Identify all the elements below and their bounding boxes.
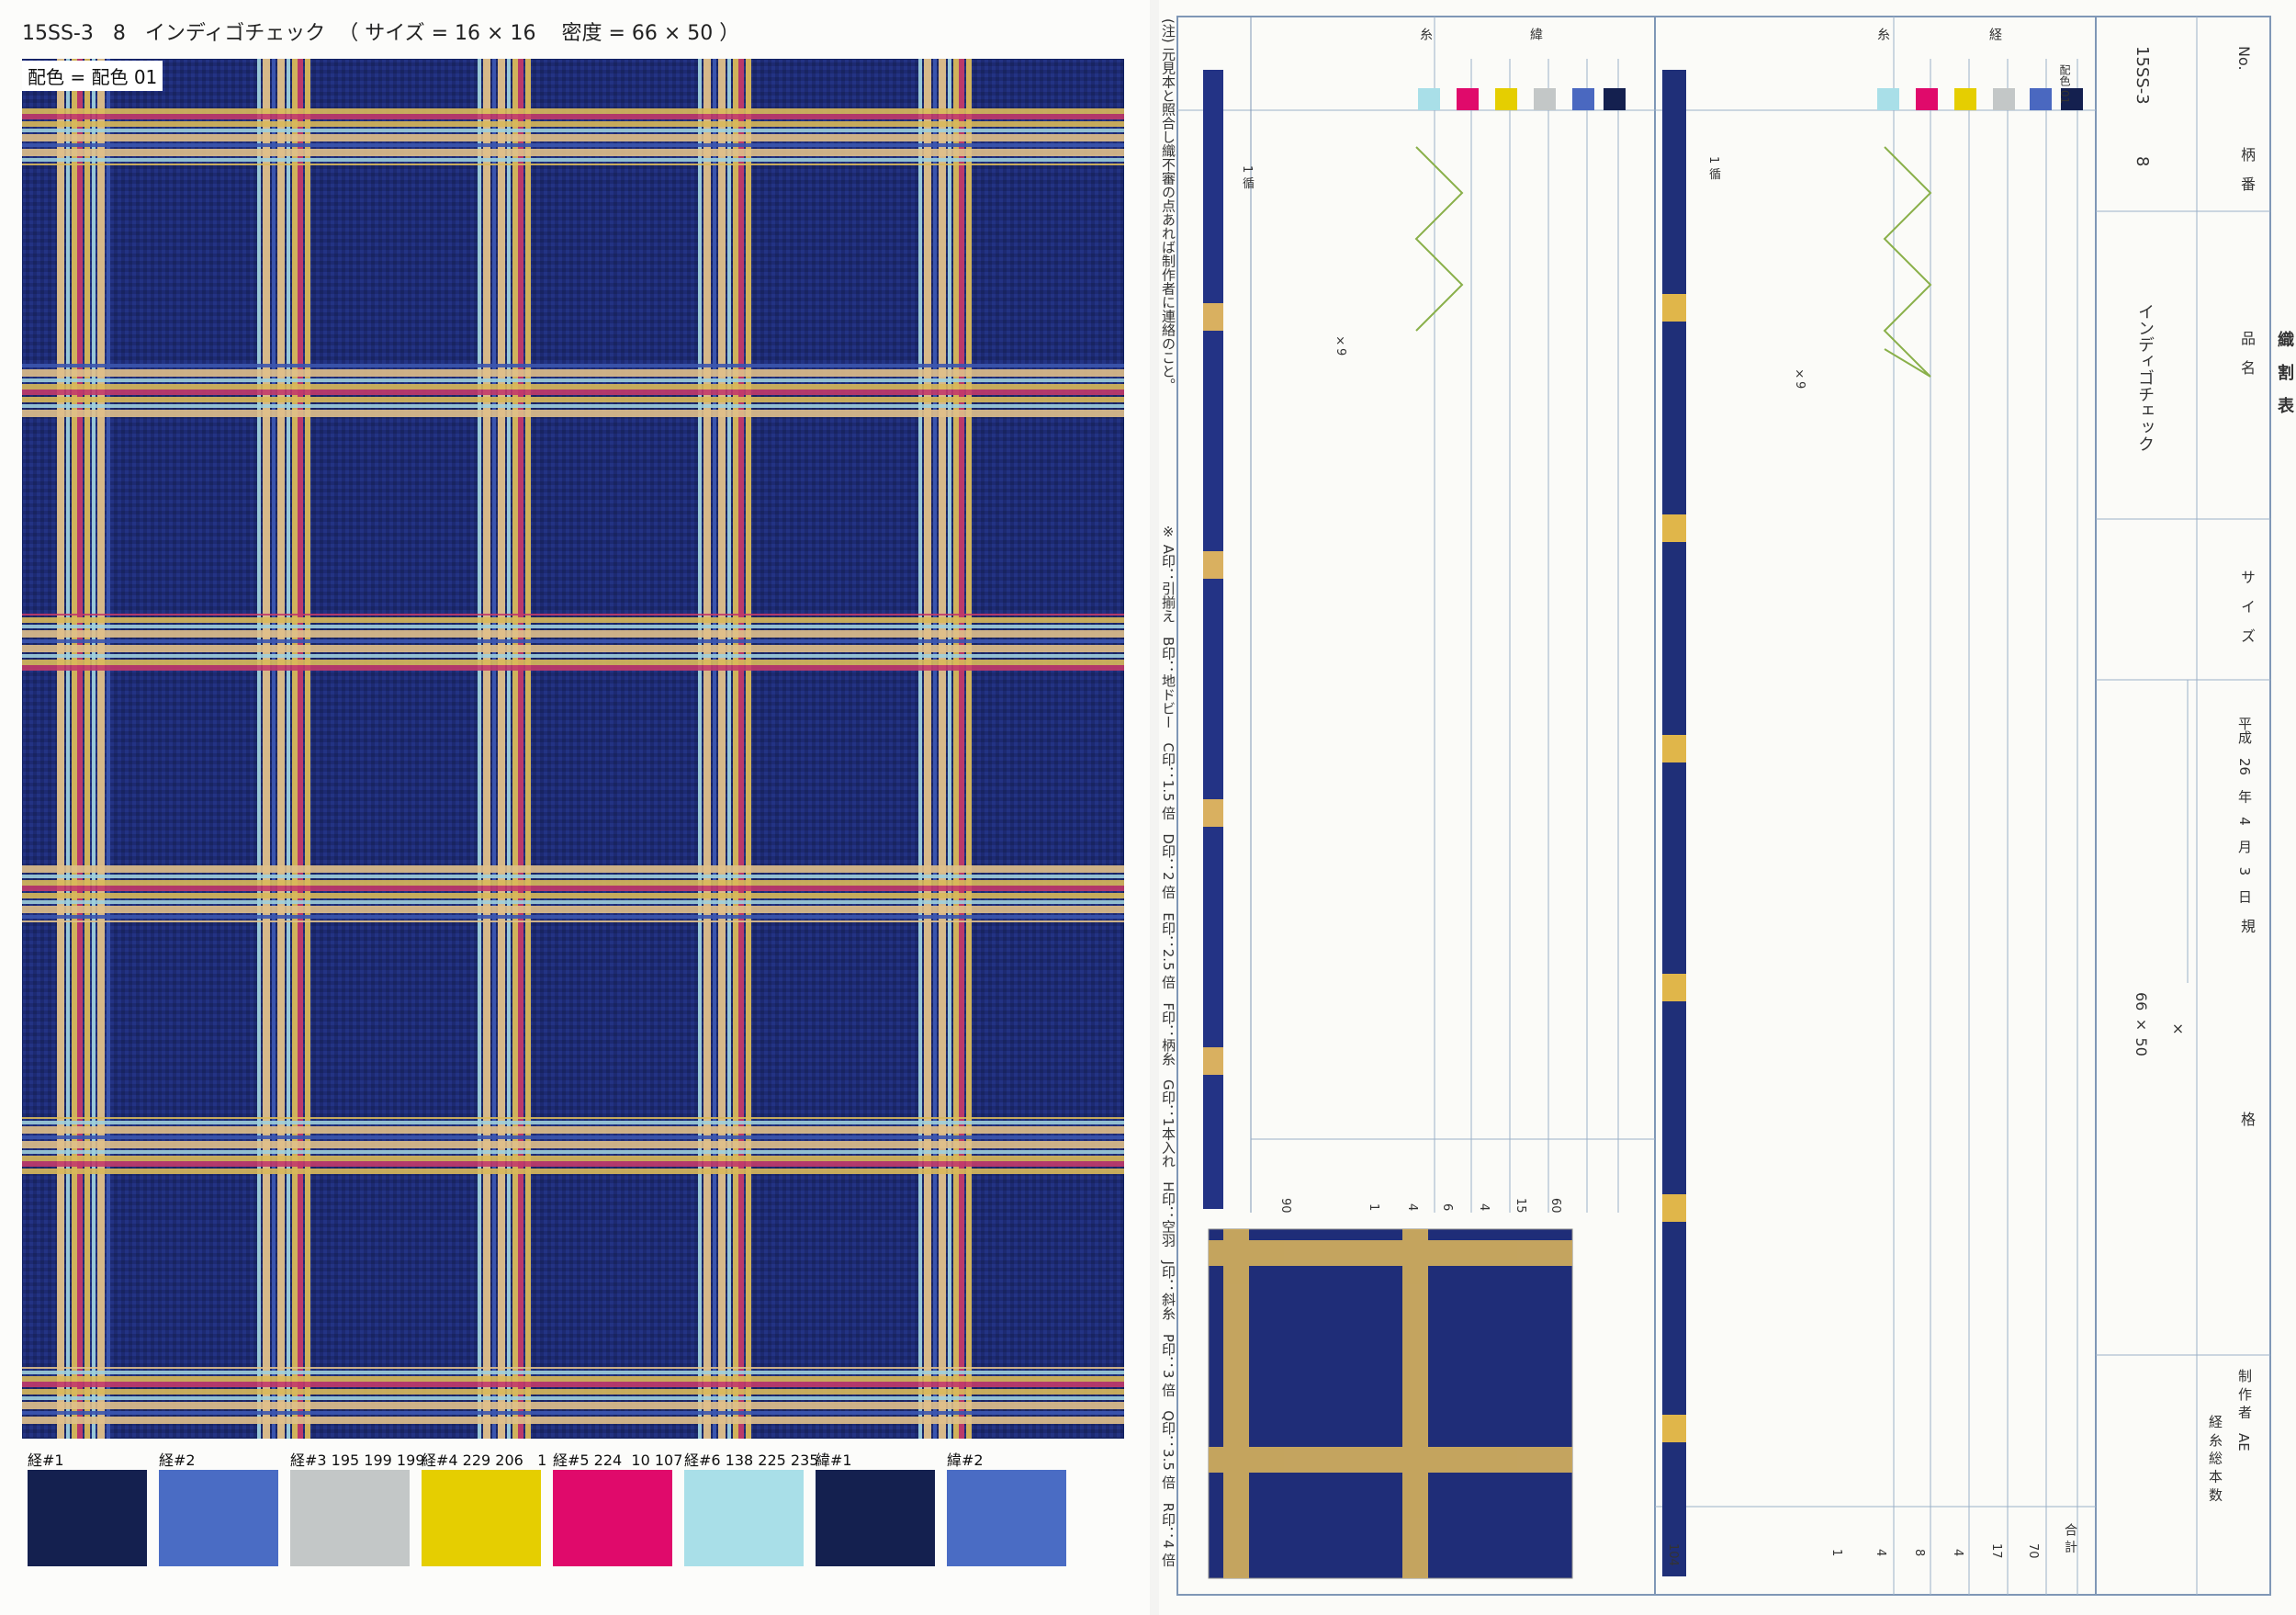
swatch-label-3: 経#3 195 199 199 (290, 1451, 425, 1469)
size-label: （ サイズ = 16 × 16 (338, 22, 536, 45)
weft-color-3 (1534, 88, 1556, 110)
warp-total-6: 1 (1829, 1549, 1843, 1557)
weft-label: 緯 (1528, 28, 1543, 40)
color-swatch-2 (159, 1470, 278, 1566)
no-label: No. (2235, 46, 2253, 71)
pattern-header: 15SS-3 8 インディゴチェック （ サイズ = 16 × 16 密度 = … (22, 17, 739, 46)
name-label: 品 名 (2238, 331, 2256, 375)
spec-x: × (2169, 1020, 2187, 1037)
weaving-spec-sheet: No. 15SS-3 柄 番 8 品 名 インディゴチェック サ イ ズ 織 割… (1159, 0, 2296, 1615)
pattern-no-value: 8 (2133, 156, 2152, 167)
color-swatch-1 (28, 1470, 147, 1566)
swatch-label-8: 緯#2 (947, 1451, 984, 1469)
sheet-title: 織 割 表 (2275, 331, 2294, 413)
warp-yarn-label: 糸 (1875, 28, 1890, 40)
weft-x9: ×9 (1334, 334, 1347, 356)
spec-label: 規 (2238, 919, 2256, 933)
weft-total-2: 15 (1514, 1198, 1527, 1214)
warp-color-2 (2030, 88, 2052, 110)
maker-label: 制 作 者 (2236, 1369, 2253, 1419)
size-label: サ イ ズ (2238, 570, 2256, 643)
warp-total-1: 70 (2026, 1543, 2040, 1559)
warp-label: 経 (1987, 28, 2002, 40)
weft-yarn-label: 糸 (1418, 28, 1433, 40)
weft-total-6: 1 (1367, 1203, 1380, 1212)
warp-color-4 (1954, 88, 1976, 110)
weft-color-2 (1572, 88, 1594, 110)
weft-color-4 (1495, 88, 1517, 110)
density-value: 66 × 50 (2133, 992, 2150, 1056)
warp-repeat-label: 1 循 (1706, 156, 1720, 180)
swatch-label-2: 経#2 (159, 1451, 196, 1469)
date-label: 平成 26 年 4 月 3 日 (2236, 717, 2253, 904)
warp-total-2: 17 (1989, 1543, 2003, 1559)
pattern-name: インディゴチェック (144, 22, 326, 45)
color-swatch-8 (947, 1470, 1066, 1566)
weft-total-5: 4 (1405, 1203, 1419, 1212)
fabric-preview-page: 15SS-3 8 インディゴチェック （ サイズ = 16 × 16 密度 = … (22, 17, 1124, 1566)
swatch-label-6: 経#6 138 225 235 (684, 1451, 819, 1469)
sheet-code: 15SS-3 (2133, 46, 2152, 105)
sum-label: 合 計 (2063, 1523, 2077, 1553)
weft-repeat-label: 1 循 (1240, 165, 1254, 189)
warp-total-4: 8 (1912, 1549, 1926, 1557)
swatch-label-7: 緯#1 (816, 1451, 852, 1469)
swatch-label-1: 経#1 (28, 1451, 64, 1469)
color-swatch-7 (816, 1470, 935, 1566)
weft-color-1 (1604, 88, 1626, 110)
total-label: 経 糸 総 本 数 (2207, 1415, 2223, 1502)
colorway-label: 配色 = 配色 01 (22, 61, 163, 91)
warp-color-3 (1993, 88, 2015, 110)
weft-total-1: 60 (1548, 1198, 1562, 1214)
weft-color-5 (1457, 88, 1479, 110)
swatch-label-5: 経#5 224 10 107 (553, 1451, 683, 1469)
spec-sheet-grid (1176, 16, 2271, 1596)
grade-label: 格 (2238, 1112, 2256, 1126)
color-swatch-5 (553, 1470, 672, 1566)
name-value: インディゴチェック (2135, 303, 2155, 452)
pattern-no-label: 柄 番 (2238, 147, 2256, 191)
swatch-label-4: 経#4 229 206 1 (422, 1451, 547, 1469)
color-swatch-6 (684, 1470, 804, 1566)
colorway-tag: 配色 01 (2058, 64, 2071, 105)
warp-grand-total: 104 (1666, 1543, 1680, 1566)
maker-value: AE (2235, 1433, 2252, 1451)
pattern-code: 15SS-3 (22, 22, 94, 45)
pattern-number: 8 (112, 22, 126, 45)
weft-grand-total: 90 (1278, 1198, 1292, 1214)
warp-x9: ×9 (1793, 367, 1806, 390)
note-marks: ※ A印：引揃え B印：地ドビー C印：1.5 倍 D印：2 倍 E印：2.5 … (1160, 524, 1176, 1567)
density-label: 密度 = 66 × 50 ） (561, 22, 740, 45)
note-check: (注) 元見本と照合し織不審の点あれば制作者に連絡のこと。 (1160, 18, 1176, 392)
warp-total-5: 4 (1874, 1549, 1887, 1557)
warp-color-1 (2061, 88, 2083, 110)
warp-total-3: 4 (1951, 1549, 1964, 1557)
weft-color-6 (1418, 88, 1440, 110)
fabric-render (22, 59, 1124, 1439)
warp-color-5 (1916, 88, 1938, 110)
color-swatch-4 (422, 1470, 541, 1566)
color-swatch-3 (290, 1470, 410, 1566)
weft-total-3: 4 (1477, 1203, 1491, 1212)
weft-total-4: 6 (1440, 1203, 1454, 1212)
warp-color-6 (1877, 88, 1899, 110)
